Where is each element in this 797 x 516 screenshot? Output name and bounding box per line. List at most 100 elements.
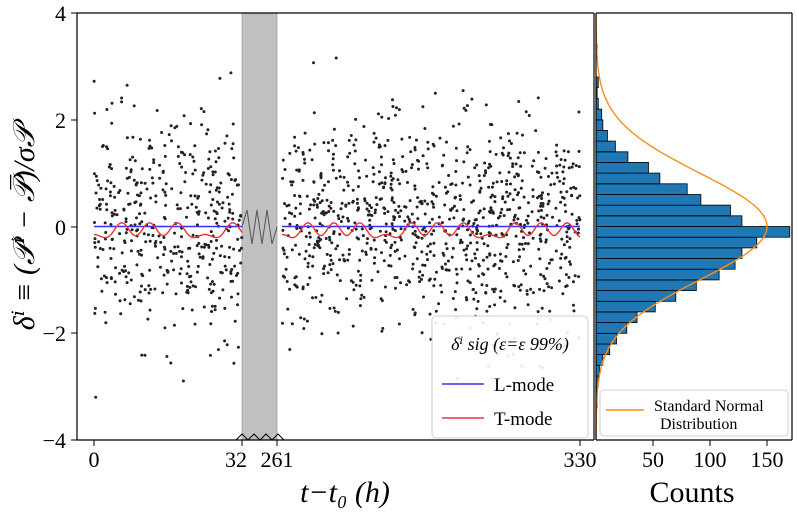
scatter-point bbox=[197, 252, 201, 256]
scatter-point bbox=[202, 305, 206, 309]
scatter-point bbox=[148, 138, 152, 142]
scatter-point bbox=[520, 179, 524, 183]
scatter-point bbox=[326, 141, 330, 145]
scatter-point bbox=[511, 260, 515, 264]
scatter-point bbox=[480, 283, 484, 287]
scatter-point bbox=[513, 306, 517, 310]
scatter-point bbox=[132, 104, 136, 108]
scatter-point bbox=[370, 278, 374, 282]
scatter-point bbox=[359, 279, 363, 282]
scatter-point bbox=[193, 144, 197, 148]
scatter-point bbox=[178, 162, 182, 165]
scatter-point bbox=[522, 151, 526, 155]
y-tick-label: −4 bbox=[43, 428, 66, 453]
scatter-point bbox=[445, 247, 449, 251]
scatter-point bbox=[519, 164, 523, 168]
scatter-point bbox=[340, 201, 344, 205]
scatter-point bbox=[153, 287, 157, 291]
scatter-point bbox=[404, 169, 408, 173]
scatter-point bbox=[489, 195, 493, 199]
scatter-point bbox=[531, 188, 535, 192]
scatter-point bbox=[174, 292, 178, 296]
scatter-point bbox=[566, 150, 570, 154]
scatter-point bbox=[346, 155, 350, 159]
scatter-point bbox=[331, 157, 335, 161]
scatter-point bbox=[377, 145, 381, 149]
scatter-point bbox=[207, 287, 211, 291]
scatter-point bbox=[194, 285, 197, 289]
scatter-point bbox=[129, 168, 133, 172]
scatter-point bbox=[485, 309, 489, 313]
scatter-point bbox=[130, 239, 133, 243]
scatter-point bbox=[353, 162, 357, 166]
histogram-bar bbox=[595, 119, 604, 131]
scatter-point bbox=[578, 218, 582, 222]
scatter-point bbox=[390, 198, 394, 202]
scatter-point bbox=[205, 132, 209, 136]
y-tick-label: −2 bbox=[43, 321, 66, 346]
scatter-point bbox=[516, 259, 520, 262]
scatter-point bbox=[118, 271, 122, 275]
scatter-point bbox=[410, 163, 414, 167]
scatter-point bbox=[511, 198, 515, 202]
scatter-point bbox=[231, 122, 235, 126]
scatter-point bbox=[199, 107, 203, 111]
scatter-point bbox=[230, 147, 234, 151]
scatter-point bbox=[239, 214, 243, 218]
scatter-point bbox=[212, 251, 216, 255]
scatter-point bbox=[283, 216, 287, 220]
hist-x-tick-label: 50 bbox=[642, 447, 664, 472]
scatter-point bbox=[129, 278, 133, 282]
scatter-point bbox=[92, 172, 96, 176]
scatter-point bbox=[239, 261, 243, 265]
time-series-panel: 4 2 0 −2 −4 0 32 261 330 t−t₀ (h) δⁱ ≡ (… bbox=[8, 1, 597, 509]
scatter-point bbox=[374, 247, 378, 251]
scatter-point bbox=[484, 103, 488, 107]
scatter-point bbox=[502, 214, 506, 218]
scatter-point bbox=[331, 262, 335, 266]
histogram-bar bbox=[595, 161, 649, 174]
scatter-point bbox=[557, 219, 561, 223]
scatter-point bbox=[449, 208, 453, 212]
x-axis-label: t−t₀ (h) bbox=[300, 476, 390, 509]
scatter-point bbox=[520, 242, 524, 246]
scatter-point bbox=[231, 142, 235, 146]
scatter-point bbox=[392, 215, 396, 219]
scatter-point bbox=[133, 223, 137, 227]
scatter-point bbox=[139, 181, 143, 185]
scatter-point bbox=[316, 197, 320, 200]
scatter-point bbox=[358, 304, 362, 308]
scatter-point bbox=[473, 252, 477, 256]
scatter-point bbox=[516, 156, 520, 160]
scatter-point bbox=[400, 137, 404, 141]
scatter-point bbox=[418, 280, 422, 284]
scatter-point bbox=[397, 204, 401, 208]
scatter-point bbox=[576, 196, 580, 200]
scatter-point bbox=[462, 248, 466, 252]
scatter-point bbox=[193, 168, 197, 172]
scatter-point bbox=[206, 216, 210, 220]
scatter-point bbox=[502, 146, 505, 150]
scatter-point bbox=[380, 251, 383, 255]
scatter-point bbox=[215, 221, 219, 225]
scatter-point bbox=[325, 198, 329, 202]
scatter-point bbox=[492, 264, 496, 268]
scatter-point bbox=[574, 164, 578, 168]
scatter-point bbox=[498, 252, 502, 256]
scatter-point bbox=[125, 83, 129, 87]
scatter-point bbox=[151, 181, 155, 185]
scatter-point bbox=[181, 307, 185, 311]
scatter-point bbox=[538, 233, 542, 237]
scatter-point bbox=[399, 238, 403, 242]
scatter-point bbox=[507, 151, 511, 155]
scatter-point bbox=[331, 138, 335, 142]
scatter-point bbox=[328, 235, 331, 239]
histogram-bar bbox=[595, 108, 603, 121]
scatter-point bbox=[120, 100, 124, 104]
scatter-point bbox=[570, 193, 574, 197]
scatter-point bbox=[479, 186, 483, 190]
scatter-point bbox=[555, 164, 559, 168]
scatter-point bbox=[109, 181, 113, 185]
scatter-point bbox=[431, 185, 435, 189]
scatter-point bbox=[302, 327, 306, 330]
